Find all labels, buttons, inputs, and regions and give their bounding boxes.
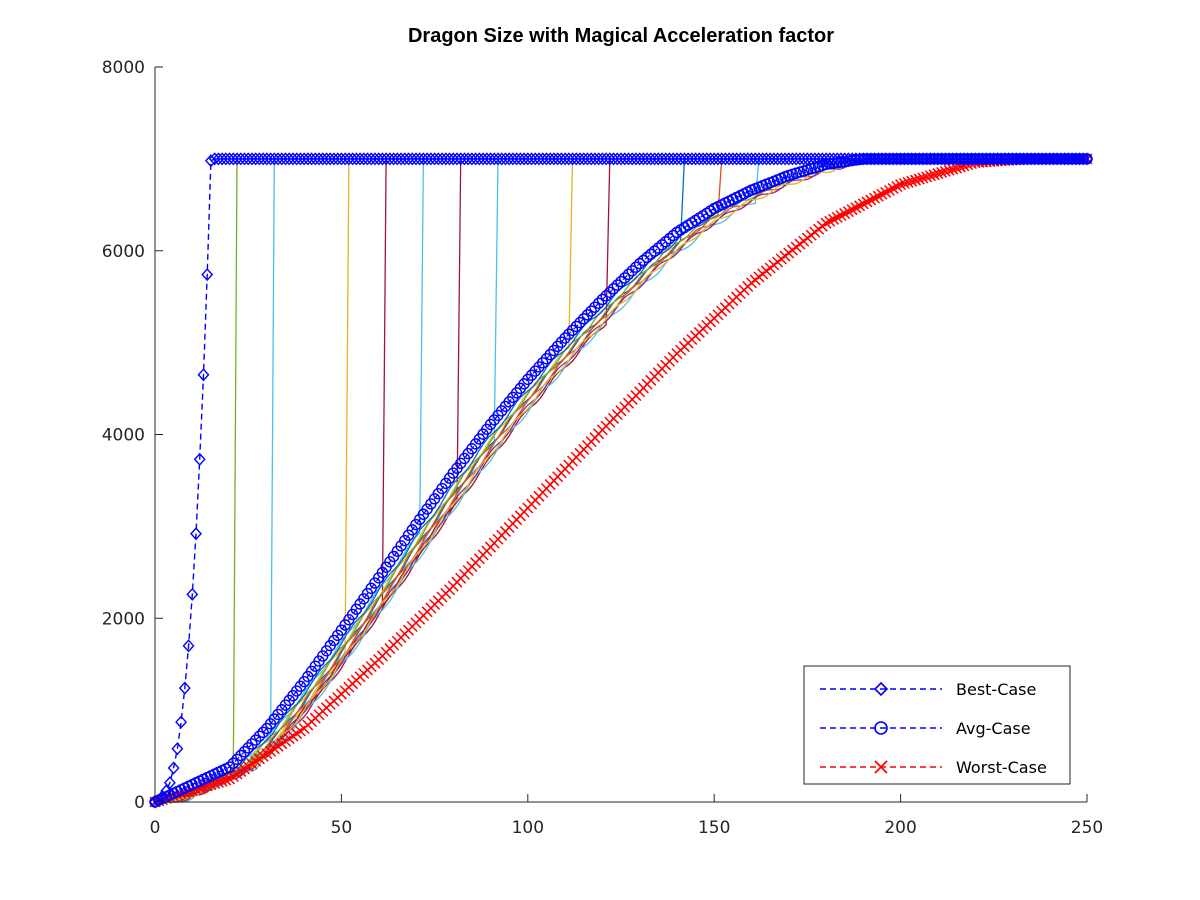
legend-marker-x-icon	[874, 760, 888, 774]
worst-case-point	[917, 172, 929, 184]
avg-case-point	[253, 730, 266, 742]
avg-case-point	[648, 245, 661, 257]
avg-case-point	[626, 265, 638, 277]
worst-case-point	[947, 163, 959, 175]
avg-case-point	[660, 236, 672, 248]
legend-entry-best-case: Best-Case	[820, 680, 1036, 699]
worst-case-point	[909, 174, 922, 186]
avg-case-point	[249, 734, 262, 746]
avg-case-point	[227, 757, 239, 769]
avg-case-point	[596, 293, 609, 306]
y-tick-label: 2000	[102, 609, 145, 629]
best-case-point	[171, 742, 184, 756]
chart-title: Dragon Size with Magical Acceleration fa…	[408, 25, 834, 47]
worst-case-point	[936, 166, 948, 179]
y-tick-label: 4000	[102, 426, 145, 446]
avg-case-point	[566, 324, 579, 337]
y-tick-label: 8000	[102, 58, 145, 78]
worst-case-point	[906, 175, 918, 187]
avg-case-point	[615, 275, 627, 288]
best-case-point	[149, 795, 161, 809]
x-tick-label: 100	[512, 818, 544, 838]
x-tick-label: 200	[884, 818, 916, 838]
best-case-point	[182, 639, 195, 653]
avg-case-point	[574, 316, 586, 329]
avg-case-point	[246, 738, 258, 750]
best-case-point	[167, 761, 180, 775]
avg-case-point	[581, 309, 594, 321]
avg-case-point	[630, 261, 642, 273]
worst-case-point	[902, 176, 914, 188]
worst-case-point	[924, 170, 936, 182]
avg-case-point	[235, 749, 247, 762]
best-case-point	[186, 587, 199, 601]
best-case-point	[1081, 152, 1093, 166]
x-tick-label: 250	[1071, 818, 1103, 838]
avg-case-point	[238, 745, 251, 758]
best-case-point	[163, 776, 176, 790]
best-case-point	[175, 715, 188, 729]
avg-case-point	[604, 286, 616, 298]
avg-case-point	[667, 229, 679, 242]
avg-case-point	[645, 248, 657, 260]
avg-case-point	[633, 257, 646, 270]
avg-case-point	[242, 742, 254, 754]
worst-case-point	[928, 169, 940, 181]
legend-entry-avg-case: Avg-Case	[820, 719, 1031, 738]
avg-case-point	[257, 726, 269, 739]
legend-label: Worst-Case	[956, 758, 1047, 777]
legend-entry-worst-case: Worst-Case	[820, 758, 1047, 777]
legend-marker-circle-icon	[874, 721, 888, 735]
avg-case-point	[570, 320, 582, 333]
worst-case-point	[939, 165, 951, 177]
avg-case-point	[607, 282, 620, 295]
axes: 0 50 100 150 200 250 0 2000 4000 6000 8000	[102, 58, 1103, 838]
avg-case-point	[611, 279, 623, 291]
avg-case-point	[223, 761, 236, 773]
x-tick-label: 0	[150, 818, 161, 838]
plot-area	[149, 152, 1093, 809]
best-case-point	[160, 784, 173, 798]
best-case-point	[193, 452, 206, 466]
avg-case-point	[846, 154, 858, 167]
legend-box	[803, 665, 1071, 785]
avg-case-point	[563, 328, 575, 340]
avg-case-point	[600, 290, 612, 302]
worst-case-point	[943, 164, 955, 176]
avg-case-point	[559, 332, 571, 344]
avg-case-point	[637, 254, 650, 267]
legend: Best-Case Avg-Case Worst-Case	[803, 665, 1071, 785]
avg-case-point	[585, 305, 597, 317]
avg-case-point	[663, 232, 676, 245]
worst-case-point	[932, 168, 944, 180]
x-tick-label: 150	[698, 818, 730, 838]
avg-case-point	[231, 753, 243, 766]
avg-case-point	[619, 272, 631, 284]
best-case-point	[201, 268, 214, 282]
avg-case-point	[641, 251, 653, 264]
worst-case-point	[913, 173, 925, 185]
avg-case-point	[656, 239, 668, 251]
worst-case-point	[895, 179, 907, 191]
worst-case-point	[898, 177, 910, 190]
legend-label: Best-Case	[956, 680, 1036, 699]
y-tick-label: 6000	[102, 242, 145, 262]
avg-case-point	[589, 301, 601, 313]
avg-case-point	[592, 297, 605, 310]
y-tick-label: 0	[134, 793, 145, 813]
worst-case-point	[921, 171, 933, 183]
best-case-point	[197, 368, 210, 382]
best-case-point	[190, 527, 202, 541]
avg-case-point	[652, 242, 664, 254]
worst-case-point	[220, 774, 232, 786]
best-case-point	[1077, 152, 1090, 166]
x-tick-label: 50	[331, 818, 353, 838]
best-case-point	[178, 681, 191, 695]
legend-label: Avg-Case	[956, 719, 1031, 738]
avg-case-point	[622, 268, 635, 281]
series-best-case	[149, 152, 1093, 809]
avg-case-point	[578, 313, 590, 325]
legend-marker-diamond-icon	[873, 681, 889, 697]
